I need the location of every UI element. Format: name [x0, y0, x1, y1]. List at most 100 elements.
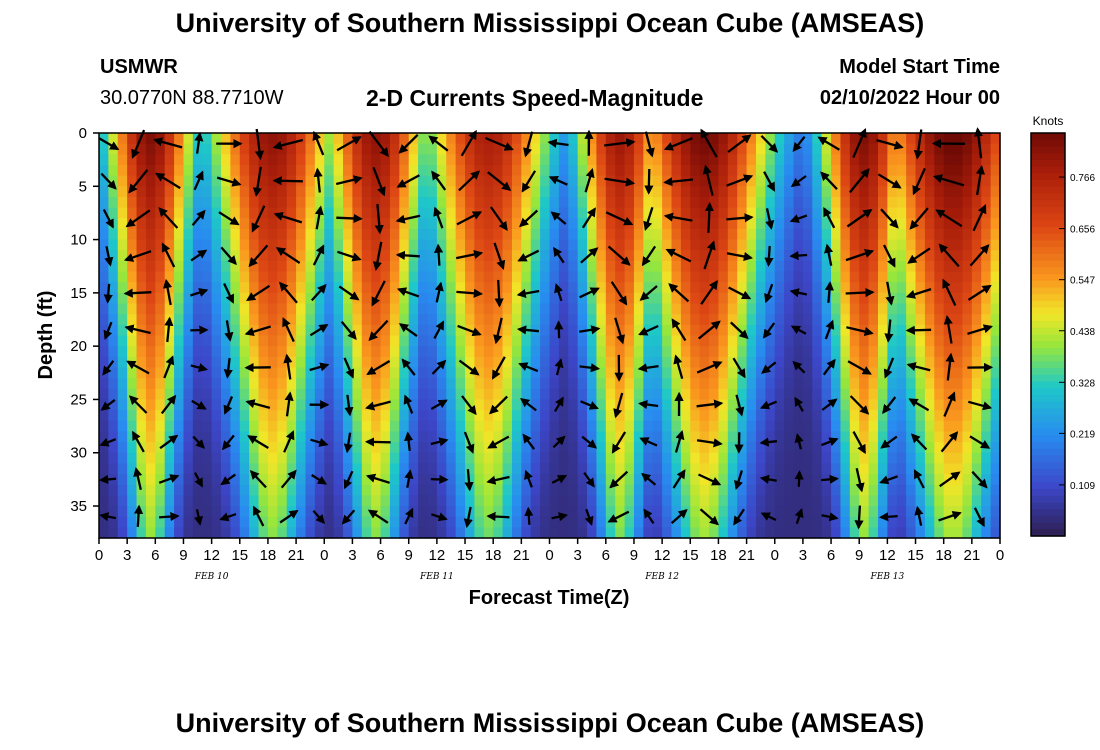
heat-cell [981, 452, 992, 464]
heat-cell [549, 133, 560, 145]
heat-cell [812, 495, 823, 507]
heat-cell [474, 495, 485, 507]
heat-cell [793, 378, 804, 390]
heat-cell [755, 452, 766, 464]
heat-cell [99, 506, 109, 518]
colorbar-segment [1031, 495, 1065, 504]
heat-cell [680, 324, 691, 337]
heat-cell [202, 388, 213, 401]
heat-cell [624, 271, 635, 283]
current-arrow [102, 208, 114, 229]
heat-cell [812, 484, 823, 496]
heat-cell [333, 367, 344, 379]
heat-cell [727, 186, 738, 198]
heat-cell [821, 463, 832, 475]
heat-cell [530, 154, 541, 166]
heat-cell [202, 378, 213, 390]
heat-cell [662, 452, 673, 464]
heat-cell [793, 239, 804, 251]
current-arrow [579, 287, 600, 299]
heat-cell [755, 420, 766, 433]
heat-cell [399, 516, 410, 528]
heat-cell [183, 282, 194, 294]
heat-cell [596, 207, 607, 219]
current-arrow [486, 511, 510, 522]
heat-cell [230, 324, 241, 337]
heat-cell [408, 399, 419, 411]
heat-cell [258, 463, 269, 475]
heat-cell [755, 133, 766, 145]
heat-cell [540, 260, 551, 273]
heat-cell [943, 346, 954, 358]
heat-cell [408, 388, 419, 401]
heat-cell [267, 346, 278, 358]
heat-cell [915, 282, 926, 294]
heat-cell [596, 527, 607, 539]
heat-cell [568, 292, 579, 305]
colorbar-segment [1031, 435, 1065, 443]
heat-cell [136, 282, 147, 294]
heat-cell [971, 250, 982, 262]
heat-cell [802, 410, 813, 422]
heat-cell [549, 388, 560, 401]
heat-cell [821, 431, 832, 443]
heat-cell [249, 356, 260, 369]
heat-cell [877, 282, 888, 294]
current-arrow [524, 506, 534, 525]
x-tick-label: 0 [320, 547, 328, 564]
heat-cell [183, 324, 194, 337]
heat-cell [267, 506, 278, 518]
heat-cell [436, 260, 447, 273]
heat-cell [145, 335, 156, 347]
heat-cell [915, 442, 926, 454]
heat-cell [99, 388, 109, 401]
heat-cell [896, 346, 907, 358]
heat-cell [474, 410, 485, 422]
heat-cell [934, 324, 945, 337]
heat-cell [831, 442, 842, 454]
heat-cell [971, 474, 982, 486]
heat-cell [709, 175, 720, 187]
heat-cell [877, 484, 888, 496]
heat-cell [211, 292, 222, 305]
heat-cell [333, 495, 344, 507]
heat-cell [934, 133, 945, 145]
heat-cell [530, 282, 541, 294]
heat-cell [127, 207, 138, 219]
colorbar-segment [1031, 475, 1065, 483]
heat-cell [371, 207, 382, 219]
heat-cell [849, 133, 860, 145]
heat-cell [305, 133, 316, 145]
heat-cell [587, 260, 598, 273]
heat-cell [568, 399, 579, 411]
heat-cell [643, 282, 654, 294]
heat-cell [755, 154, 766, 166]
heat-cell [558, 410, 569, 422]
heat-cell [784, 346, 795, 358]
heat-cell [671, 271, 682, 283]
heat-cell [267, 442, 278, 454]
current-arrow [519, 209, 539, 228]
heat-cell [399, 164, 410, 177]
heat-cell [239, 388, 250, 401]
heat-cell [831, 239, 842, 251]
heat-cell [221, 207, 231, 219]
heat-cell [267, 250, 278, 262]
heat-cell [587, 410, 598, 422]
heat-cell [587, 452, 598, 464]
heat-cell [831, 431, 842, 443]
heat-cell [324, 282, 335, 294]
heat-cell [530, 388, 541, 401]
current-arrow [790, 325, 807, 335]
heat-cell [906, 527, 917, 539]
heat-cell [174, 282, 185, 294]
current-arrow [310, 283, 327, 302]
heat-cell [352, 164, 363, 177]
heat-cell [277, 260, 288, 273]
heat-cell [737, 527, 748, 539]
heat-cell [352, 410, 363, 422]
heat-cell [136, 143, 147, 155]
heat-cell [418, 431, 429, 443]
heat-cell [577, 282, 588, 294]
heat-cell [521, 133, 532, 145]
